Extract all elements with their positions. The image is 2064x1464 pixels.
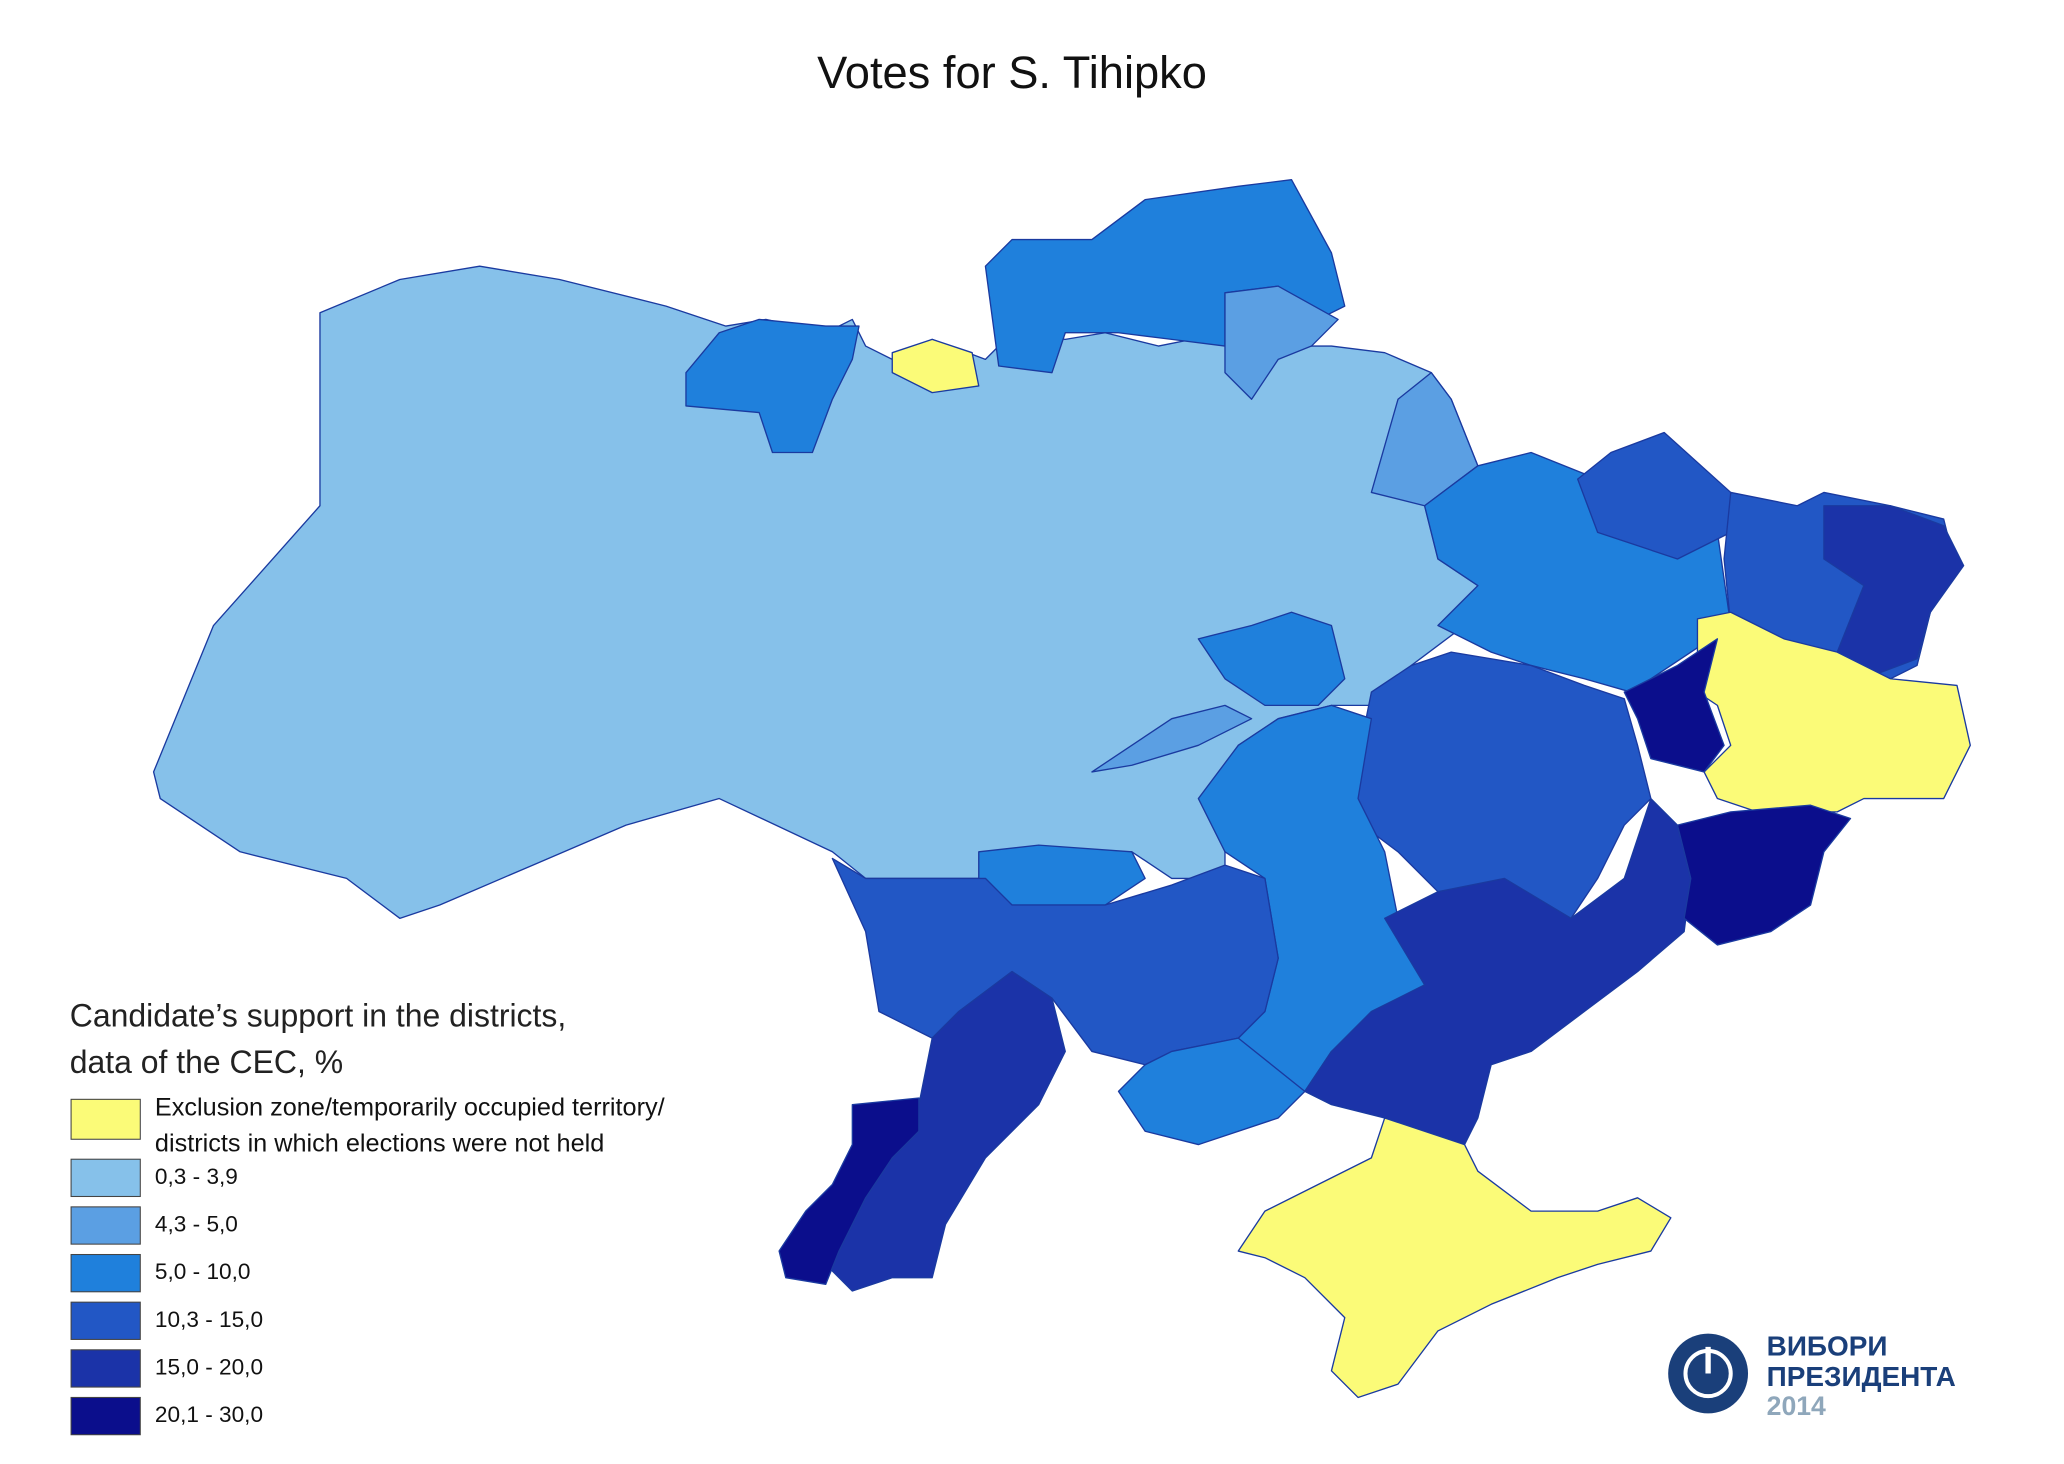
legend: Exclusion zone/temporarily occupied terr…: [70, 1093, 666, 1436]
map-regions: [152, 179, 1971, 1399]
legend-label: 10,3 - 15,0: [155, 1307, 263, 1332]
legend-label: 4,3 - 5,0: [155, 1211, 238, 1236]
map-title: Votes for S. Tihipko: [817, 47, 1207, 98]
legend-label: districts in which elections were not he…: [155, 1129, 604, 1157]
region: [1117, 1037, 1306, 1146]
legend-swatch: [70, 1098, 141, 1140]
region: [891, 338, 980, 394]
legend-swatch: [70, 1158, 141, 1198]
logo: ВИБОРИ ПРЕЗИДЕНТА 2014: [1668, 1331, 1956, 1421]
region: [778, 1097, 920, 1285]
legend-label: 20,1 - 30,0: [155, 1402, 263, 1427]
legend-swatch: [70, 1349, 141, 1388]
legend-label: 15,0 - 20,0: [155, 1354, 263, 1379]
legend-title: data of the CEC, %: [70, 1044, 343, 1080]
region: [1696, 611, 1971, 813]
legend-label: 0,3 - 3,9: [155, 1164, 238, 1189]
logo-year: 2014: [1767, 1391, 1826, 1421]
legend-title: Candidate’s support in the districts,: [70, 998, 566, 1034]
region: [685, 318, 860, 454]
region: [1676, 804, 1852, 946]
region: [1823, 505, 1965, 680]
region: [1224, 285, 1339, 400]
region: [1304, 797, 1692, 1146]
legend-label: Exclusion zone/temporarily occupied terr…: [155, 1093, 666, 1121]
legend-swatch: [70, 1253, 141, 1293]
region: [1344, 651, 1652, 919]
region: [1197, 611, 1346, 707]
region: [1237, 1117, 1672, 1399]
legend-swatch: [70, 1301, 141, 1340]
legend-swatch: [70, 1396, 141, 1436]
logo-text: ВИБОРИ: [1767, 1331, 1888, 1362]
legend-label: 5,0 - 10,0: [155, 1259, 251, 1284]
legend-swatch: [70, 1206, 141, 1245]
region: [1091, 704, 1253, 773]
logo-text: ПРЕЗИДЕНТА: [1767, 1361, 1956, 1392]
region: [1623, 638, 1725, 773]
